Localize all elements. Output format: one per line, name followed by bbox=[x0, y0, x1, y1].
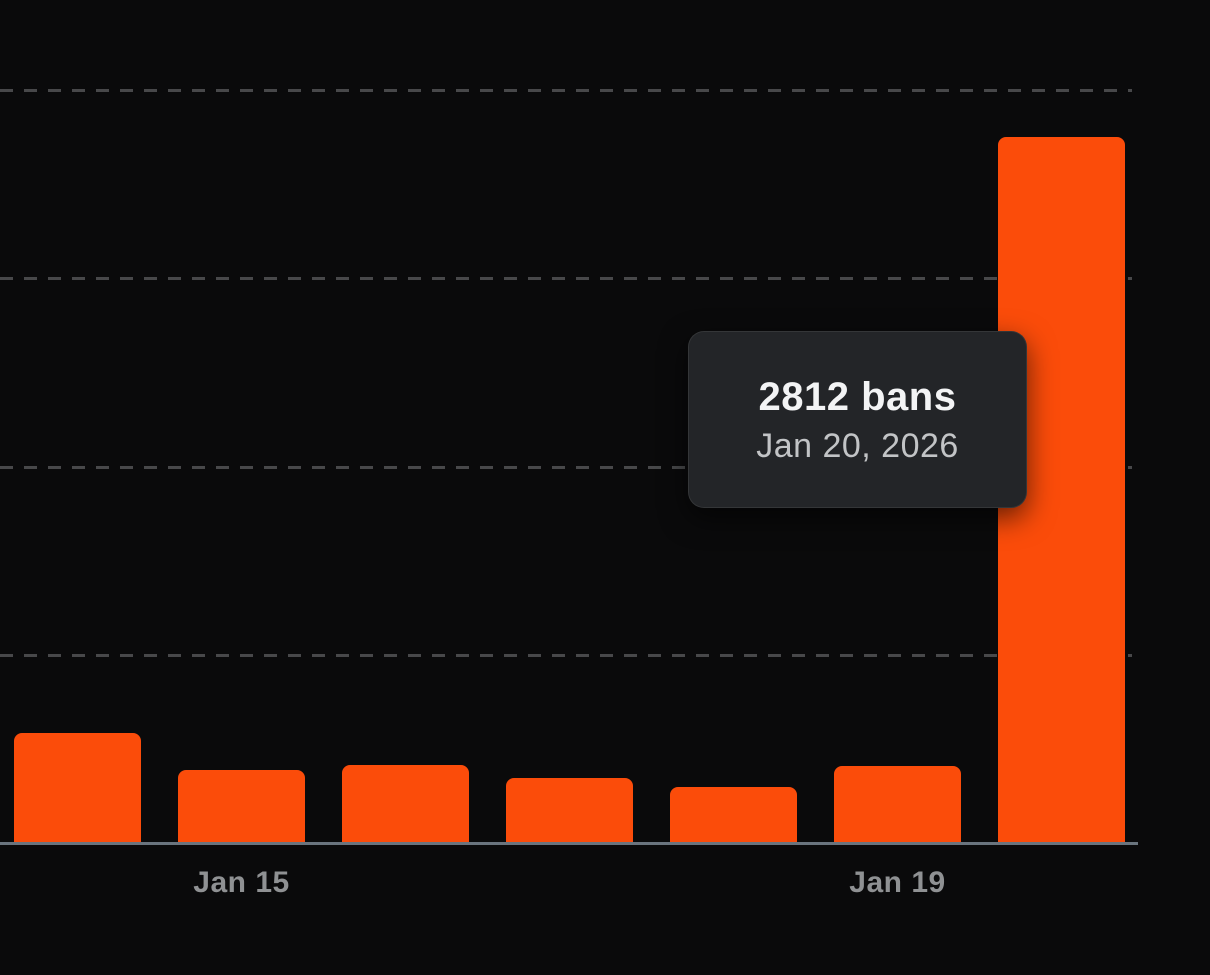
bar-jan-19[interactable] bbox=[834, 766, 961, 843]
tooltip-value-label: 2812 bans bbox=[758, 374, 957, 419]
bar-jan-15[interactable] bbox=[178, 770, 305, 843]
gridline bbox=[0, 89, 1132, 92]
bar-jan-14[interactable] bbox=[14, 732, 141, 843]
plot-area bbox=[0, 89, 1138, 845]
x-tick-label: Jan 15 bbox=[193, 866, 290, 899]
bar-jan-16[interactable] bbox=[342, 765, 469, 843]
bar-jan-18[interactable] bbox=[670, 786, 797, 843]
x-axis-line bbox=[0, 842, 1138, 845]
chart-tooltip: 2812 bans Jan 20, 2026 bbox=[688, 331, 1027, 508]
x-tick-label: Jan 19 bbox=[849, 866, 946, 899]
tooltip-date-label: Jan 20, 2026 bbox=[756, 426, 959, 465]
gridline bbox=[0, 277, 1132, 281]
bar-jan-17[interactable] bbox=[506, 777, 633, 843]
gridline bbox=[0, 653, 1132, 657]
gridline bbox=[0, 465, 1132, 469]
